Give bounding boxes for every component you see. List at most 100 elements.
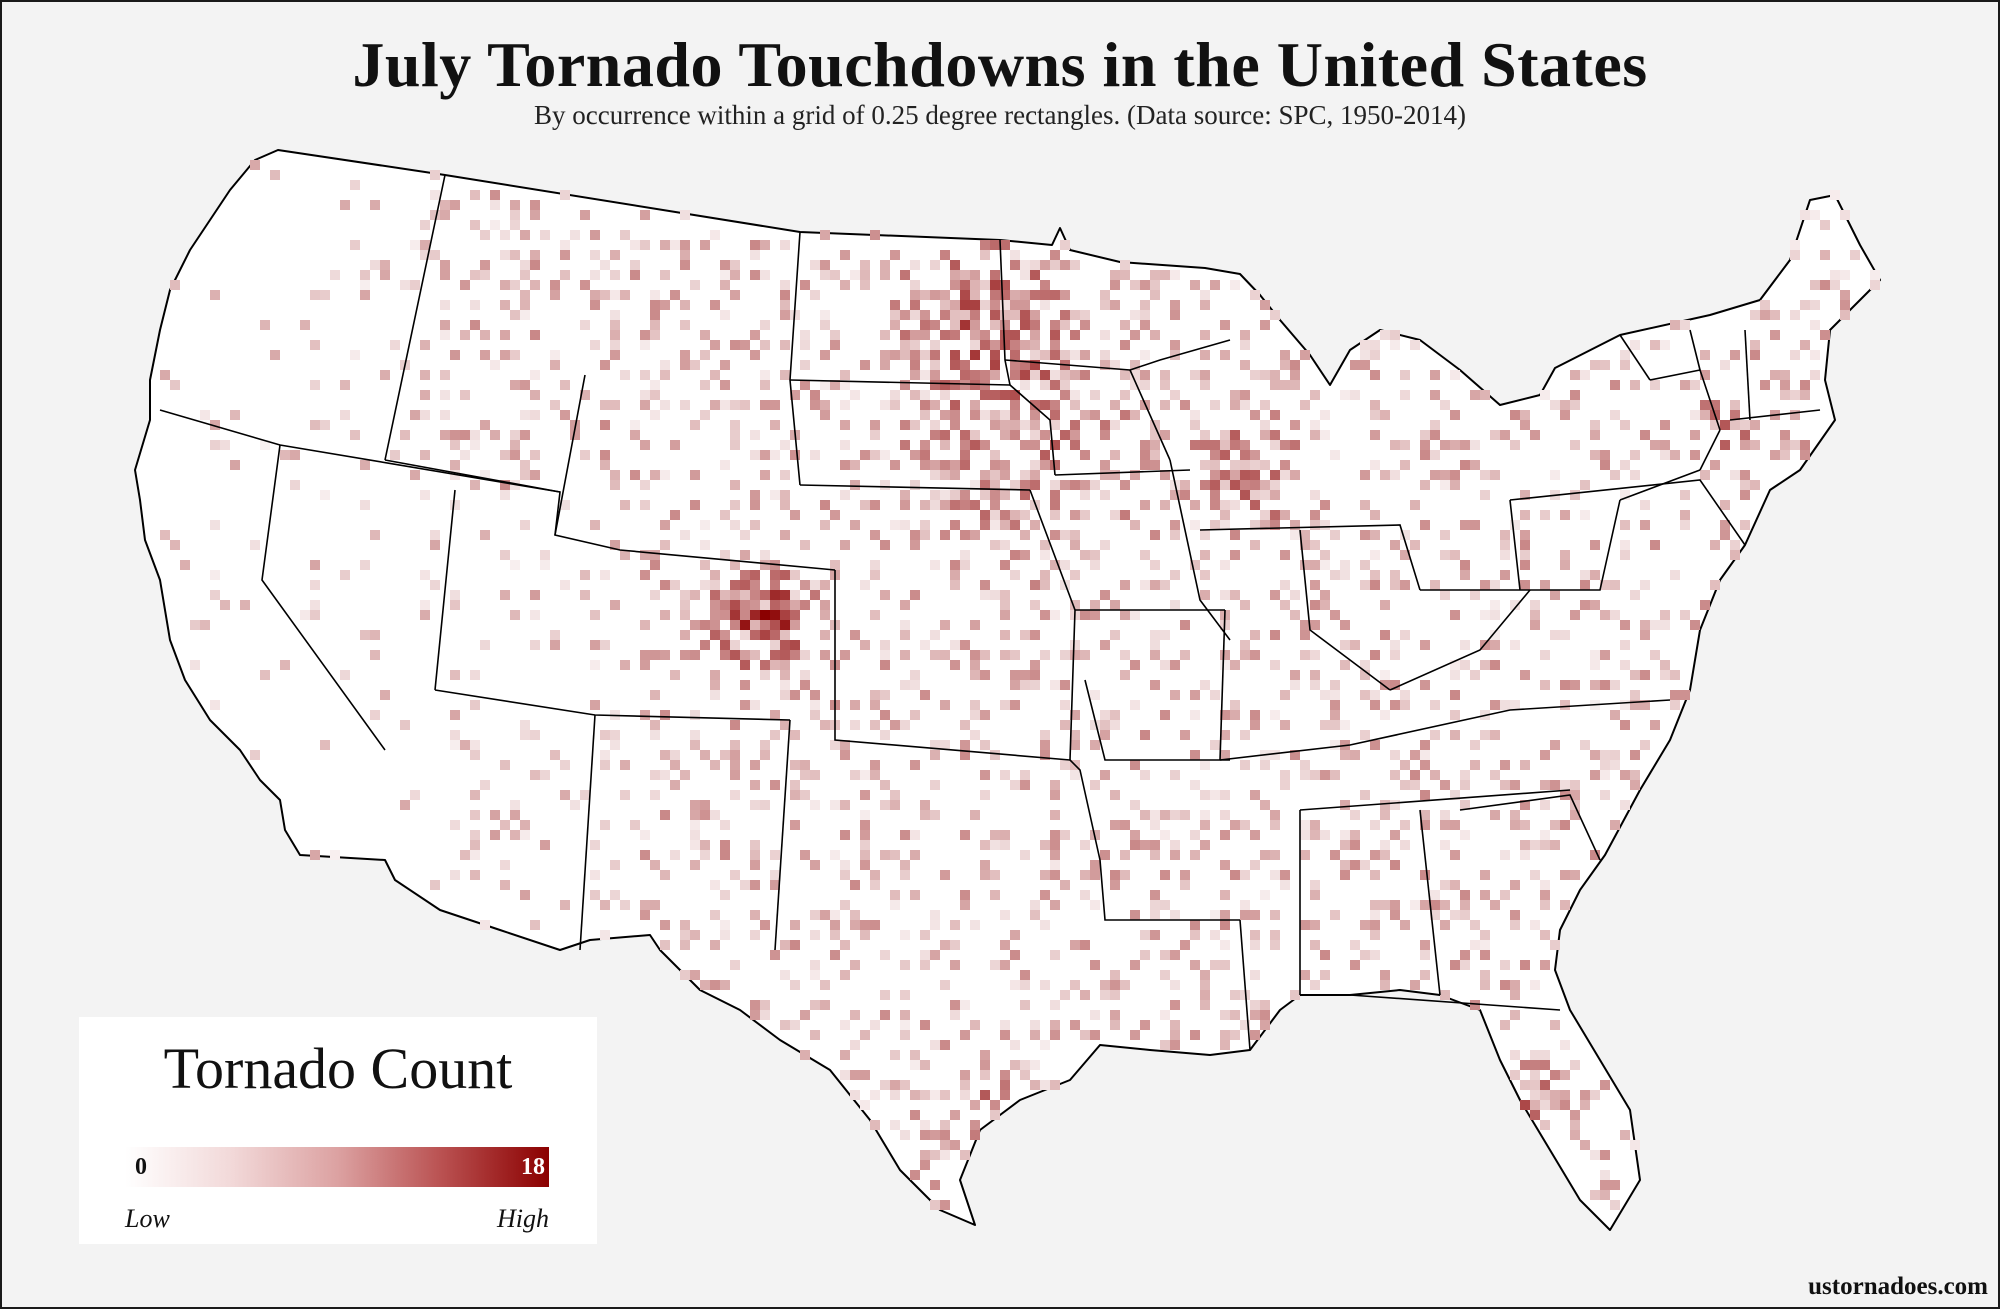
heat-cell xyxy=(820,650,830,660)
heat-cell xyxy=(780,630,790,640)
heat-cell xyxy=(920,1120,930,1130)
heat-cell xyxy=(1120,340,1130,350)
heat-cell xyxy=(1490,640,1500,650)
heat-cell xyxy=(1220,940,1230,950)
heat-cell xyxy=(1590,750,1600,760)
heat-cell xyxy=(720,260,730,270)
heat-cell xyxy=(1410,900,1420,910)
heat-cell xyxy=(960,1150,970,1160)
heat-cell xyxy=(1360,860,1370,870)
heat-cell xyxy=(1650,650,1660,660)
heat-cell xyxy=(1480,390,1490,400)
heat-cell xyxy=(630,420,640,430)
heat-cell xyxy=(800,760,810,770)
heat-cell xyxy=(590,290,600,300)
heat-cell xyxy=(1540,510,1550,520)
heat-cell xyxy=(1370,900,1380,910)
heat-cell xyxy=(880,850,890,860)
heat-cell xyxy=(1590,360,1600,370)
heat-cell xyxy=(750,860,760,870)
heat-cell xyxy=(1170,910,1180,920)
heat-cell xyxy=(340,380,350,390)
heat-cell xyxy=(1430,770,1440,780)
heat-cell xyxy=(930,500,940,510)
heat-cell xyxy=(700,350,710,360)
heat-cell xyxy=(1620,540,1630,550)
heat-cell xyxy=(850,1070,860,1080)
heat-cell xyxy=(1290,370,1300,380)
heat-cell xyxy=(1580,740,1590,750)
heat-cell xyxy=(530,770,540,780)
heat-cell xyxy=(1370,700,1380,710)
heat-cell xyxy=(760,240,770,250)
heat-cell xyxy=(730,960,740,970)
heat-cell xyxy=(1630,750,1640,760)
heat-cell xyxy=(1570,780,1580,790)
heat-cell xyxy=(1460,960,1470,970)
heat-cell xyxy=(1730,410,1740,420)
heat-cell xyxy=(1460,910,1470,920)
heat-cell xyxy=(1660,450,1670,460)
heat-cell xyxy=(890,320,900,330)
heat-cell xyxy=(1370,340,1380,350)
heat-cell xyxy=(1570,440,1580,450)
heat-cell xyxy=(930,400,940,410)
heat-cell xyxy=(1380,840,1390,850)
heat-cell xyxy=(690,470,700,480)
heat-cell xyxy=(1030,360,1040,370)
heat-cell xyxy=(960,280,970,290)
heat-cell xyxy=(840,900,850,910)
heat-cell xyxy=(710,590,720,600)
heat-cell xyxy=(1220,450,1230,460)
heat-cell xyxy=(710,600,720,610)
heat-cell xyxy=(670,510,680,520)
heat-cell xyxy=(960,460,970,470)
heat-cell xyxy=(650,310,660,320)
heat-cell xyxy=(470,220,480,230)
heat-cell xyxy=(1060,680,1070,690)
heat-cell xyxy=(610,350,620,360)
heat-cell xyxy=(650,320,660,330)
heat-cell xyxy=(1610,760,1620,770)
heat-cell xyxy=(620,370,630,380)
heat-cell xyxy=(930,560,940,570)
heat-cell xyxy=(960,830,970,840)
heat-cell xyxy=(1030,370,1040,380)
heat-cell xyxy=(620,290,630,300)
heat-cell xyxy=(1310,600,1320,610)
heat-cell xyxy=(970,330,980,340)
heat-cell xyxy=(930,810,940,820)
heat-cell xyxy=(1200,330,1210,340)
heat-cell xyxy=(1200,840,1210,850)
heat-cell xyxy=(1010,930,1020,940)
heat-cell xyxy=(640,910,650,920)
heat-cell xyxy=(980,770,990,780)
heat-cell xyxy=(1240,360,1250,370)
heat-cell xyxy=(1730,420,1740,430)
heat-cell xyxy=(1090,690,1100,700)
heat-cell xyxy=(940,530,950,540)
heat-cell xyxy=(530,410,540,420)
heat-cell xyxy=(1050,860,1060,870)
heat-cell xyxy=(1800,450,1810,460)
heat-cell xyxy=(1020,260,1030,270)
heat-cell xyxy=(1620,420,1630,430)
heat-cell xyxy=(610,740,620,750)
heat-cell xyxy=(770,730,780,740)
heat-cell xyxy=(900,500,910,510)
heat-cell xyxy=(1480,490,1490,500)
heat-cell xyxy=(1310,540,1320,550)
heat-cell xyxy=(1290,360,1300,370)
heat-cell xyxy=(210,440,220,450)
heat-cell xyxy=(1090,560,1100,570)
heat-cell xyxy=(1580,1100,1590,1110)
heat-cell xyxy=(1090,860,1100,870)
heat-cell xyxy=(660,240,670,250)
heat-cell xyxy=(590,640,600,650)
heat-cell xyxy=(1010,550,1020,560)
heat-cell xyxy=(1150,280,1160,290)
heat-cell xyxy=(720,930,730,940)
heat-cell xyxy=(1130,1030,1140,1040)
heat-cell xyxy=(1100,490,1110,500)
